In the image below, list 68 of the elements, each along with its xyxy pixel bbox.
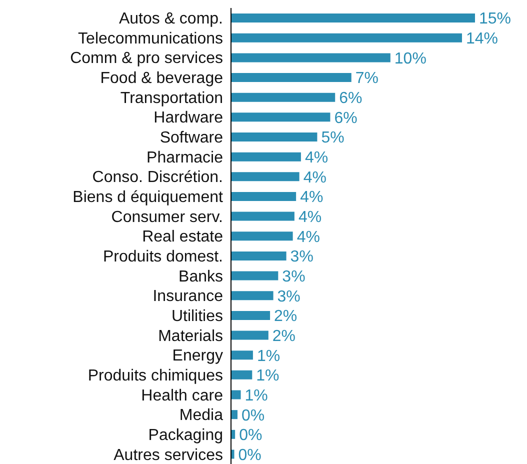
bar — [231, 390, 241, 400]
bar — [231, 132, 318, 142]
y-tick-label: Pharmacie — [146, 149, 224, 166]
data-label: 0% — [242, 407, 265, 424]
bar — [231, 14, 475, 23]
data-label: 2% — [272, 328, 296, 345]
y-tick-label: Real estate — [142, 228, 224, 246]
bar — [231, 291, 274, 300]
bar — [231, 53, 390, 62]
y-tick-label: Transportation — [120, 90, 223, 107]
bar — [231, 33, 462, 42]
bar — [231, 112, 330, 122]
data-label: 6% — [339, 90, 362, 108]
data-label: 10% — [394, 50, 426, 68]
data-label: 0% — [239, 427, 262, 444]
bar — [231, 172, 300, 182]
bar — [231, 212, 294, 221]
y-tick-label: Autres services — [114, 446, 223, 464]
data-label: 4% — [296, 228, 320, 246]
data-label: 6% — [334, 110, 358, 127]
data-label: 7% — [355, 70, 378, 88]
y-tick-label: Insurance — [152, 288, 224, 306]
data-label: 4% — [298, 208, 322, 226]
y-tick-label: Packaging — [148, 426, 223, 444]
y-tick-label: Media — [179, 407, 224, 424]
bar — [231, 192, 296, 201]
bar — [231, 92, 336, 102]
data-label: 4% — [300, 189, 324, 206]
data-label: 0% — [238, 446, 262, 464]
data-label: 3% — [277, 288, 300, 306]
y-tick-label: Biens d équiquement — [72, 189, 224, 206]
y-tick-label: Software — [160, 130, 224, 147]
y-tick-label: Energy — [172, 348, 223, 365]
bar — [231, 450, 234, 459]
bar — [231, 251, 286, 260]
bar — [231, 350, 253, 360]
bar — [231, 232, 293, 241]
y-tick-label: Utilities — [171, 308, 223, 325]
y-tick-label: Hardware — [154, 110, 224, 127]
bar — [231, 73, 352, 82]
y-tick-label: Produits domest. — [102, 248, 223, 266]
y-tick-label: Autos & comp. — [118, 10, 223, 28]
y-tick-label: Health care — [141, 387, 224, 404]
bar — [231, 152, 301, 162]
data-label: 5% — [321, 130, 344, 147]
y-tick-label: Materials — [158, 328, 223, 345]
data-label: 3% — [290, 248, 314, 266]
bar — [231, 271, 278, 280]
y-tick-label: Food & beverage — [100, 70, 224, 88]
y-tick-label: Comm & pro services — [70, 50, 223, 68]
data-label: 2% — [274, 308, 298, 326]
data-label: 1% — [244, 387, 268, 404]
data-label: 3% — [282, 268, 306, 286]
data-label: 1% — [256, 348, 280, 365]
y-tick-label: Produits chimiques — [88, 367, 223, 384]
bar — [231, 330, 268, 340]
bar — [231, 310, 270, 320]
bar — [231, 410, 238, 420]
bar — [231, 370, 252, 380]
data-label: 15% — [479, 10, 512, 28]
data-label: 14% — [466, 30, 498, 48]
y-tick-label: Consumer serv. — [111, 208, 223, 226]
data-label: 4% — [303, 169, 326, 186]
data-label: 1% — [256, 368, 280, 385]
y-tick-label: Telecommunications — [78, 30, 223, 48]
y-tick-label: Banks — [178, 268, 223, 286]
data-label: 4% — [304, 150, 328, 167]
y-tick-label: Conso. Discrétion. — [92, 169, 223, 186]
